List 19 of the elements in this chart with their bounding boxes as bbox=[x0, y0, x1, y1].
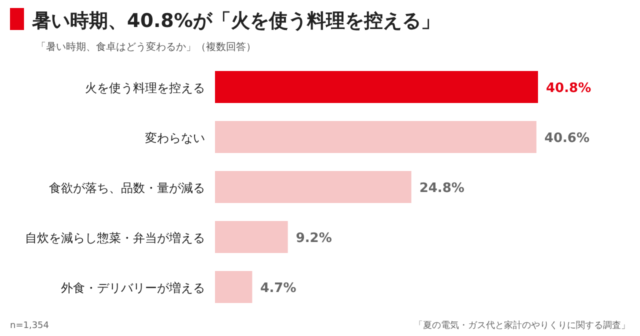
bar bbox=[215, 221, 288, 253]
data-label: 4.7% bbox=[260, 281, 296, 296]
bar bbox=[215, 171, 412, 203]
data-label: 24.8% bbox=[419, 181, 464, 196]
bar bbox=[215, 271, 252, 303]
y-tick-label: 変わらない bbox=[145, 131, 205, 145]
data-label: 40.8% bbox=[546, 81, 592, 96]
text: 「夏の電気・ガス代と家計のやりくりに関する調査」 bbox=[414, 320, 630, 331]
chart-title: 暑い時期、40.8%が「火を使う料理を控える」 bbox=[31, 10, 440, 32]
y-tick-label: 自炊を減らし惣菜・弁当が増える bbox=[25, 231, 205, 245]
chart-subtitle: 「暑い時期、食卓はどう変わるか」（複数回答） bbox=[36, 41, 256, 53]
bar bbox=[215, 121, 536, 153]
y-tick-label: 食欲が落ち、品数・量が減る bbox=[49, 181, 205, 195]
y-tick-label: 火を使う料理を控える bbox=[85, 81, 205, 95]
text: n=1,354 bbox=[10, 321, 50, 331]
data-label: 9.2% bbox=[296, 231, 332, 246]
data-label: 40.6% bbox=[544, 131, 590, 146]
bar bbox=[215, 71, 538, 103]
y-tick-label: 外食・デリバリーが増える bbox=[61, 281, 205, 295]
